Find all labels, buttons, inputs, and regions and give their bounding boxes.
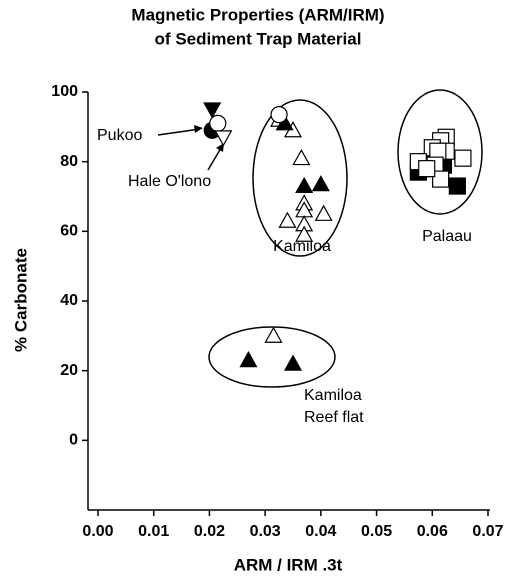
marker bbox=[203, 102, 222, 119]
marker bbox=[278, 211, 297, 228]
arrow bbox=[207, 147, 222, 171]
marker bbox=[311, 175, 330, 192]
group-ellipse bbox=[397, 89, 483, 215]
marker bbox=[292, 148, 311, 166]
group-ellipse bbox=[208, 326, 336, 388]
marker bbox=[264, 326, 283, 343]
annotation: Kamiloa bbox=[304, 387, 362, 404]
marker bbox=[314, 204, 333, 221]
marker bbox=[209, 114, 227, 132]
x-tick-label: 0.03 bbox=[250, 523, 281, 540]
marker bbox=[270, 106, 288, 124]
x-tick-label: 0.05 bbox=[361, 523, 392, 540]
y-tick-label: 0 bbox=[69, 432, 78, 449]
annotation: Kamiloa bbox=[273, 238, 331, 255]
annotation: Pukoo bbox=[97, 127, 142, 144]
group-ellipse bbox=[252, 99, 348, 257]
annotation: Reef flat bbox=[304, 409, 364, 426]
marker bbox=[418, 160, 436, 178]
x-tick-label: 0.06 bbox=[417, 523, 448, 540]
chart-title: Magnetic Properties (ARM/IRM) bbox=[131, 5, 384, 24]
annotation: Hale O'lono bbox=[128, 173, 211, 190]
y-tick-label: 80 bbox=[60, 153, 78, 170]
marker bbox=[295, 225, 314, 242]
chart-title: of Sediment Trap Material bbox=[155, 29, 362, 48]
annotation: Palaau bbox=[422, 228, 472, 245]
x-tick-label: 0.00 bbox=[82, 523, 113, 540]
y-tick-label: 100 bbox=[51, 83, 78, 100]
arrow bbox=[157, 128, 201, 136]
y-tick-label: 40 bbox=[60, 292, 78, 309]
x-tick-label: 0.02 bbox=[194, 523, 225, 540]
arrowhead bbox=[194, 125, 203, 133]
x-tick-label: 0.01 bbox=[138, 523, 169, 540]
y-tick-label: 60 bbox=[60, 223, 78, 240]
x-tick-label: 0.07 bbox=[472, 523, 503, 540]
y-tick-label: 20 bbox=[60, 362, 78, 379]
arrowhead bbox=[216, 143, 224, 152]
marker bbox=[432, 170, 450, 188]
marker bbox=[295, 176, 314, 194]
marker bbox=[283, 354, 303, 371]
x-tick-label: 0.04 bbox=[305, 523, 336, 540]
marker bbox=[448, 177, 466, 195]
marker bbox=[239, 350, 258, 368]
x-axis-label: ARM / IRM .3t bbox=[234, 555, 343, 574]
marker bbox=[454, 149, 472, 167]
marker bbox=[214, 130, 233, 147]
y-axis-label: % Carbonate bbox=[11, 248, 30, 352]
